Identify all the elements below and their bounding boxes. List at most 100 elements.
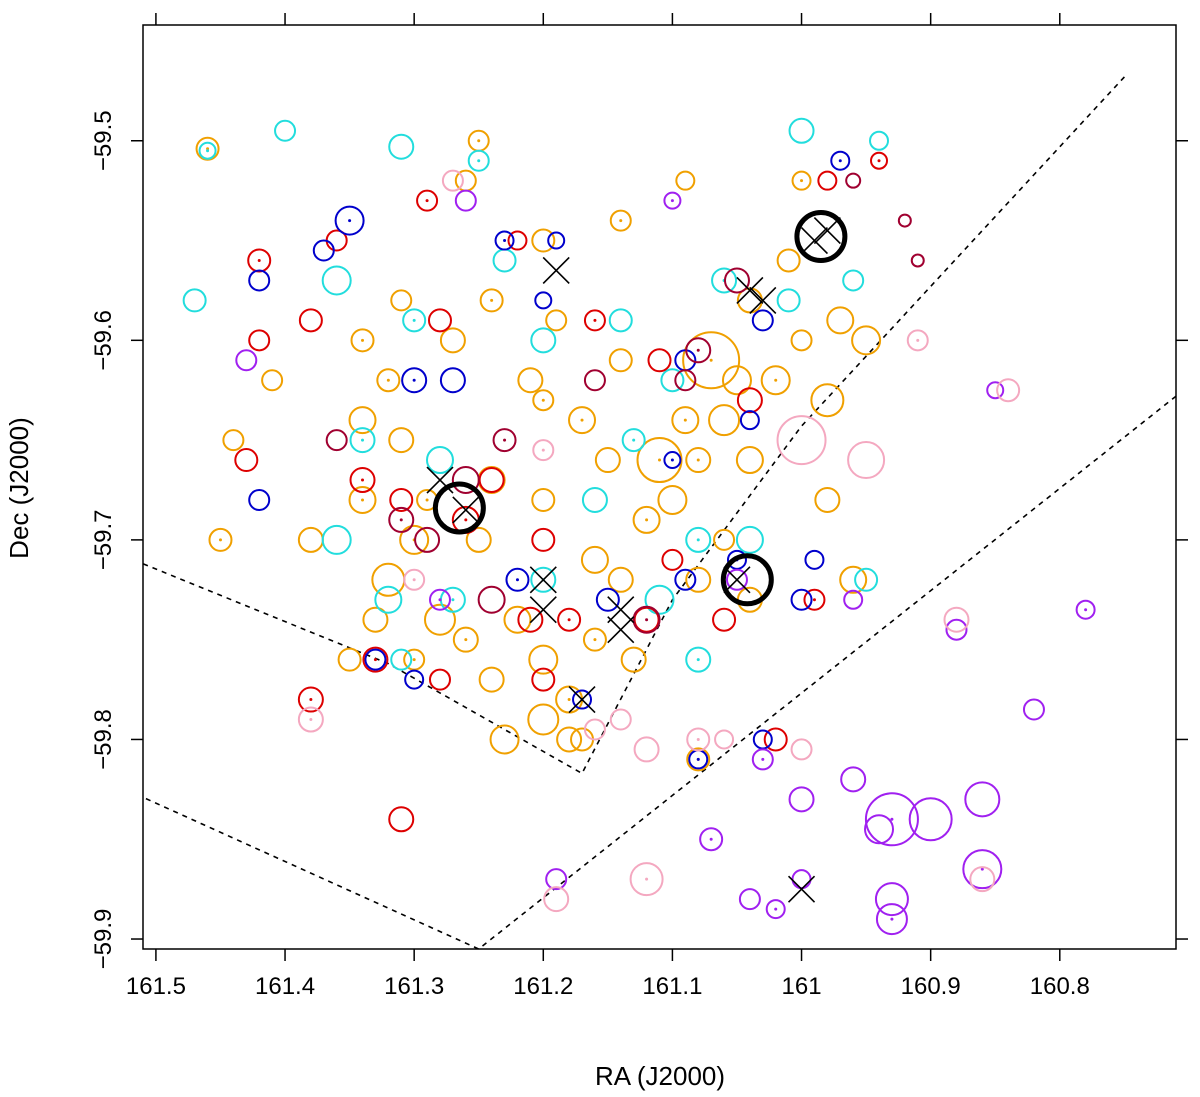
source-marker-orange-55: [261, 369, 284, 392]
source-marker-orange-67: [814, 486, 841, 513]
source-marker-pink-10: [996, 378, 1021, 403]
source-marker-purple-11: [1022, 698, 1045, 721]
source-marker-orange-7: [517, 367, 544, 394]
source-marker-orange-36: [348, 485, 377, 514]
source-center-dot-red-15: [464, 518, 468, 522]
source-marker-orange-33: [568, 406, 597, 435]
source-marker-purple-5: [874, 882, 909, 917]
source-marker-orange-11: [423, 603, 456, 636]
source-marker-orange-61: [362, 606, 389, 633]
source-marker-pink-6: [906, 329, 929, 352]
source-marker-cyan-8: [608, 308, 633, 333]
source-marker-purple-1: [908, 797, 953, 842]
source-center-dot-orange-12: [464, 638, 468, 642]
x-tick-label-5: 161: [782, 973, 822, 1000]
source-marker-pink-2: [633, 736, 660, 763]
source-marker-orange-63: [532, 389, 555, 412]
source-center-dot-orange-45: [658, 458, 661, 462]
source-marker-orange-3: [350, 328, 375, 353]
x-tick-label-1: 161.4: [255, 973, 315, 1000]
source-marker-blue-19: [404, 669, 425, 690]
source-marker-darkred-6: [388, 506, 415, 533]
source-marker-orange-34: [531, 487, 556, 512]
source-marker-purple-3: [962, 849, 1003, 890]
source-center-dot-red-0: [257, 258, 261, 262]
y-axis-title: Dec (J2000): [4, 417, 34, 559]
source-marker-orange-23: [735, 446, 764, 475]
source-marker-red-5: [507, 230, 528, 251]
source-marker-purple-23: [843, 589, 864, 610]
source-marker-orange-14: [528, 644, 559, 675]
x-axis-title: RA (J2000): [595, 1061, 725, 1091]
source-marker-orange-35: [465, 526, 492, 553]
source-center-dot-blue-9: [838, 159, 842, 163]
axes: 161.5 161.4 161.3 161.2 161.1 161 160.9 160.8 −5…: [90, 13, 1188, 1000]
source-center-dot-red-24: [309, 698, 313, 702]
source-center-dot-red-12: [361, 478, 365, 482]
source-marker-orange-4: [390, 289, 413, 312]
source-center-dot-pink-12: [309, 717, 313, 721]
source-marker-red-26: [531, 667, 556, 692]
source-center-dot-blue-3: [503, 239, 507, 243]
source-marker-orange-43: [685, 566, 712, 593]
source-marker-blue-18: [572, 689, 593, 710]
large-source-marker-black-2: [720, 553, 774, 607]
source-marker-orange-30: [609, 209, 632, 232]
source-marker-pink-4: [790, 738, 813, 761]
source-marker-orange-38: [337, 647, 362, 672]
source-center-dot-orange-36: [361, 498, 365, 502]
source-marker-darkred-9: [632, 605, 661, 634]
x-tick-label-3: 161.2: [513, 973, 573, 1000]
cross-marker-11-b: [723, 566, 751, 594]
source-marker-darkred-4: [845, 172, 862, 189]
sky-regions: [142, 76, 1177, 950]
source-center-dot-cyan-6: [412, 318, 416, 322]
source-center-dot-red-21: [812, 598, 816, 602]
source-marker-cyan-11: [842, 269, 865, 292]
source-center-dot-purple-24: [670, 199, 674, 203]
cross-marker-4-b: [813, 216, 841, 245]
source-marker-orange-18: [582, 627, 607, 652]
source-marker-orange-49: [826, 306, 855, 335]
source-center-dot-purple-21: [438, 598, 442, 602]
source-marker-orange-62: [608, 348, 633, 373]
source-marker-orange-47: [545, 309, 568, 332]
x-tick-label-4: 161.1: [642, 973, 702, 1000]
source-center-dot-red-9: [877, 159, 881, 163]
x-tick-label-7: 160.8: [1030, 973, 1090, 1000]
source-marker-orange-32: [594, 447, 621, 474]
source-marker-red-25: [763, 727, 788, 752]
source-marker-purple-13: [986, 381, 1005, 400]
source-marker-pink-9: [532, 439, 555, 462]
source-center-dot-darkred-12: [503, 438, 507, 442]
source-center-dot-orange-30: [619, 219, 623, 223]
source-marker-pink-13: [441, 169, 464, 192]
source-marker-purple-7: [840, 766, 867, 793]
cross-marker-13-b: [787, 875, 816, 903]
source-marker-orange-2: [388, 427, 415, 454]
source-marker-red-4: [427, 308, 452, 333]
source-marker-pink-3: [686, 727, 711, 752]
source-marker-pink-15: [403, 568, 426, 591]
source-marker-red-27: [362, 646, 389, 673]
source-center-dot-orange-66: [683, 418, 687, 422]
source-marker-blue-6: [401, 367, 428, 394]
source-center-dot-orange-24: [774, 378, 778, 382]
source-marker-purple-12: [1075, 599, 1096, 620]
source-marker-cyan-16: [374, 585, 403, 614]
source-center-dot-red-3: [425, 199, 429, 203]
source-marker-cyan-0: [198, 141, 217, 160]
source-center-dot-purple-3: [980, 867, 984, 871]
source-marker-darkred-12: [492, 428, 517, 453]
y-tick-label-0: −59.5: [90, 110, 117, 171]
source-center-dot-darkred-0: [696, 348, 700, 352]
source-center-dot-pink-0: [645, 877, 649, 881]
source-marker-cyan-23: [854, 567, 879, 592]
x-tick-label-0: 161.5: [126, 973, 186, 1000]
source-marker-orange-40: [478, 666, 505, 693]
source-marker-orange-6: [479, 288, 504, 313]
cross-marker-2-b: [749, 286, 777, 314]
source-marker-orange-17: [556, 726, 583, 753]
source-marker-red-23: [388, 806, 415, 833]
